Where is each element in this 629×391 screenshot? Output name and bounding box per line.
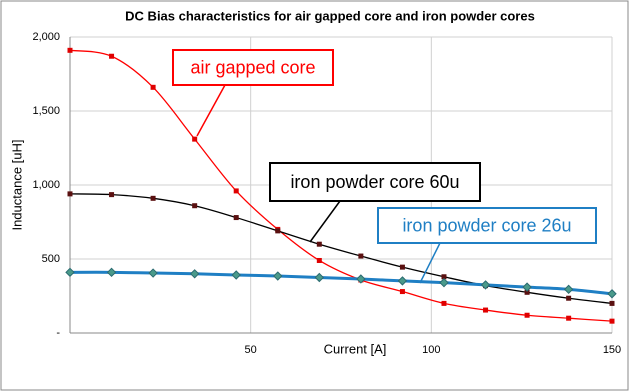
marker (189, 269, 200, 279)
y-tick-label: 1,500 (32, 105, 60, 117)
marker (399, 264, 405, 270)
chart-title: DC Bias characteristics for air gapped c… (125, 8, 535, 23)
marker (316, 241, 322, 247)
legend-label: air gapped core (190, 57, 315, 77)
marker (233, 188, 239, 194)
marker (358, 253, 364, 259)
marker (480, 280, 491, 290)
callout-leader (419, 242, 441, 284)
marker (231, 270, 241, 280)
marker (356, 274, 366, 284)
marker (399, 289, 405, 295)
marker (314, 272, 325, 283)
marker (150, 84, 156, 90)
marker (65, 267, 75, 278)
marker (316, 257, 322, 263)
marker (566, 295, 572, 301)
callout-leader (196, 84, 226, 137)
x-axis-label: Current [A] (324, 341, 387, 356)
marker (148, 268, 158, 278)
marker (273, 271, 283, 281)
marker (524, 312, 530, 318)
y-tick-label: 1,000 (32, 179, 60, 191)
x-tick-label: 150 (603, 344, 621, 356)
marker (106, 267, 117, 278)
marker (563, 284, 574, 295)
y-tick-label: 2,000 (32, 31, 60, 43)
callout-box (172, 49, 334, 86)
marker (439, 277, 449, 288)
marker (609, 300, 615, 306)
x-tick-label: 100 (422, 344, 440, 356)
marker (609, 318, 615, 324)
marker (192, 136, 198, 142)
marker (524, 289, 530, 295)
marker (67, 47, 73, 53)
marker (192, 203, 198, 209)
marker (67, 191, 73, 197)
x-tick-label: 50 (245, 344, 257, 356)
legend-label: iron powder core 26u (402, 215, 571, 235)
callout-box (269, 162, 481, 202)
callout-leader (309, 200, 341, 243)
y-tick-label: - (56, 327, 60, 339)
marker (109, 192, 115, 198)
marker (522, 282, 532, 292)
marker (397, 276, 408, 286)
marker (441, 274, 447, 280)
series-line (69, 193, 613, 305)
marker (441, 300, 447, 306)
callout-box (377, 207, 597, 244)
marker (483, 307, 489, 313)
marker (275, 228, 281, 234)
marker (607, 289, 617, 299)
series-line (69, 49, 613, 322)
marker (109, 53, 115, 59)
marker (566, 315, 572, 321)
legend-label: iron powder core 60u (290, 172, 459, 192)
marker (150, 195, 156, 201)
marker (233, 215, 239, 221)
y-tick-label: 500 (42, 253, 60, 265)
y-axis-label: Inductance [uH] (9, 139, 24, 230)
